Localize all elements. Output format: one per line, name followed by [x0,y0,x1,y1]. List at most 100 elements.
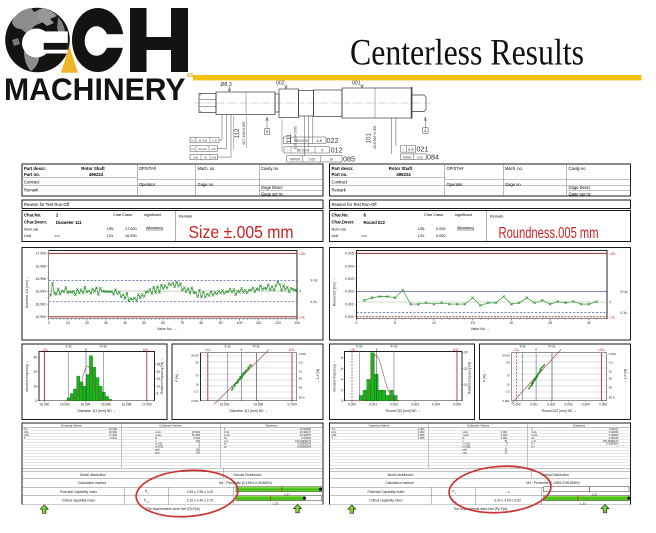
svg-text:Ø0.05 M: Ø0.05 M [297,149,310,153]
svg-text:022: 022 [327,136,339,145]
svg-text:← 1-P [%]: ← 1-P [%] [624,369,628,384]
svg-text:99.99: 99.99 [502,354,510,358]
svg-text:2: 2 [341,388,343,392]
svg-text:0.000: 0.000 [348,403,356,407]
svg-text:Reason for Test Run-Off: Reason for Test Run-Off [332,202,378,207]
svg-text:99.9: 99.9 [609,396,615,400]
svg-text:Round 022 [mm] ND →: Round 022 [mm] ND → [386,409,421,413]
svg-text:Cavity no: Cavity no [569,166,587,171]
svg-text:10: 10 [299,370,303,374]
svg-text:xmin: xmin [463,430,469,434]
svg-text:p-in: p-in [532,439,537,443]
svg-text:0.05: 0.05 [417,155,423,159]
svg-text:Remark: Remark [179,215,192,219]
svg-text:x̅-3s: x̅-3s [310,300,317,304]
svg-text:x̅: x̅ [376,348,378,352]
svg-text:ntot: ntot [155,450,160,454]
svg-text:Remark: Remark [24,188,39,193]
svg-text:Collected Values: Collected Values [467,424,490,428]
svg-text:101: 101 [365,132,372,143]
svg-text:x̅+3s: x̅+3s [390,344,398,348]
svg-text:USL: USL [610,252,617,256]
svg-text:111: 111 [286,133,293,143]
svg-text:A-B: A-B [212,155,217,159]
svg-text:R: R [463,436,465,440]
svg-text:p>: p> [224,445,227,449]
svg-text:25: 25 [157,363,161,367]
svg-text:x̅-3s: x̅-3s [531,430,537,434]
svg-text:16.990: 16.990 [125,234,137,238]
svg-text:0.000000%: 0.000000% [297,445,311,449]
svg-text:Part descr.: Part descr. [332,166,354,171]
svg-text:0.00000%: 0.00000% [606,442,619,446]
svg-text:0: 0 [355,321,357,325]
svg-text:0.2: 0.2 [191,138,195,142]
svg-text:P [%] →: P [%] → [175,370,179,382]
svg-text:LSL: LSL [205,348,211,352]
svg-text:Gage ser nc: Gage ser nc [261,191,283,196]
svg-text:A-B: A-B [211,147,216,151]
svg-text:20: 20 [464,367,468,371]
svg-text:LSL: LSL [300,316,306,320]
svg-text:496224: 496224 [89,172,104,177]
svg-text:Char.Descr.: Char.Descr. [332,220,355,225]
svg-text:x̅-3s: x̅-3s [224,430,230,434]
svg-text:USL: USL [598,348,604,352]
svg-text:0.001: 0.001 [502,399,510,403]
svg-text:Char.No.: Char.No. [332,213,349,218]
svg-text:90: 90 [219,321,223,325]
svg-text:Mach. no.: Mach. no. [198,166,216,171]
svg-text:0.003: 0.003 [345,277,354,281]
svg-text:Absolute frequency →: Absolute frequency → [333,360,337,391]
svg-text:LSL: LSL [418,234,425,238]
svg-text:17.000: 17.000 [36,252,46,256]
svg-text:p: p [148,493,150,495]
svg-text:2: 2 [56,213,59,218]
svg-text:mm: mm [362,234,368,238]
svg-text:70: 70 [506,374,510,378]
svg-text:120: 120 [275,321,281,325]
svg-text:P [%] →: P [%] → [483,370,487,382]
svg-text:4: 4 [341,378,343,382]
svg-text:A: A [321,149,324,153]
svg-text:50: 50 [142,321,146,325]
svg-text:LSL: LSL [514,348,520,352]
svg-text:0: 0 [506,442,508,446]
svg-text:0.05: 0.05 [193,155,199,159]
svg-text:60: 60 [161,321,165,325]
svg-text:Char.No.: Char.No. [24,213,41,218]
svg-text:Part no.: Part no. [332,172,348,177]
svg-text:16.995: 16.995 [192,433,201,437]
svg-text:Ø.05: Ø.05 [408,148,415,152]
svg-text:Allowancy: Allowancy [457,226,474,230]
svg-text:Char.Descr.: Char.Descr. [24,220,47,225]
svg-text:16.992: 16.992 [60,403,70,407]
svg-text:The requirements were met (Pp,: The requirements were met (Pp,Ppk) [146,507,200,511]
svg-text:P: P [145,490,147,494]
svg-text:Gage ser nc: Gage ser nc [569,191,591,196]
svg-text:x̅: x̅ [85,348,87,352]
svg-text:0.002: 0.002 [501,433,508,437]
svg-text:30: 30 [33,355,37,359]
svg-text:110: 110 [256,321,262,325]
svg-text:mm: mm [54,234,60,238]
svg-text:0.1: 0.1 [191,147,195,151]
svg-text:0.001: 0.001 [345,302,354,306]
svg-text:x̅-3s: x̅-3s [224,344,231,348]
svg-text:1.33: 1.33 [273,502,279,506]
svg-text:USL: USL [289,348,295,352]
svg-text:084: 084 [427,152,439,161]
svg-text:0.003: 0.003 [565,403,573,407]
svg-text:Relative frequency [%] →: Relative frequency [%] → [468,358,472,394]
svg-text:10: 10 [33,384,37,388]
svg-text:10: 10 [66,321,70,325]
svg-text:0.000: 0.000 [436,234,446,238]
svg-text:15: 15 [157,377,161,381]
svg-text:0: 0 [341,399,343,403]
svg-text:x̅-3s: x̅-3s [356,344,363,348]
svg-text:The requirements were met (Pp,: The requirements were met (Pp,Ppk) [453,507,507,511]
svg-text:Roundness.005 mm: Roundness.005 mm [499,225,599,242]
svg-text:Nom.val.: Nom.val. [24,227,39,231]
svg-text:130: 130 [196,450,201,454]
svg-text:x̅+3s: x̅+3s [620,290,628,294]
